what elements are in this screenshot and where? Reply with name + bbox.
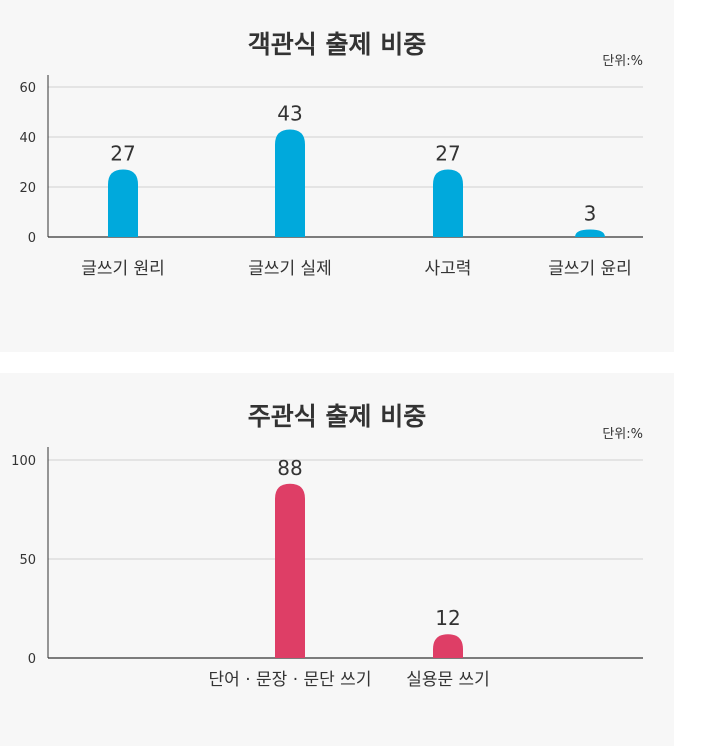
bar: [275, 129, 305, 237]
bar: [433, 169, 463, 237]
value-label: 27: [435, 142, 460, 166]
y-tick-label: 100: [11, 454, 36, 469]
bar: [275, 483, 305, 658]
objective-chart: 0 20 40 60 27 글쓰기 원리 43 글쓰기 실제 27 사고력 3 글쓰기 윤리: [19, 75, 643, 279]
y-tick-label: 60: [19, 81, 36, 96]
bar: [575, 229, 605, 237]
y-tick-label: 40: [19, 131, 36, 146]
bar: [433, 634, 463, 658]
chart-title-subjective: 주관식 출제 비중: [248, 402, 426, 431]
category-label: 글쓰기 원리: [81, 259, 165, 279]
unit-label-objective: 단위:%: [602, 54, 643, 69]
value-label: 3: [584, 202, 597, 226]
subjective-chart: 0 50 100 88 단어 · 문장 · 문단 쓰기 12 실용문 쓰기: [11, 447, 643, 690]
y-tick-label: 50: [19, 553, 36, 568]
category-label: 사고력: [425, 259, 472, 279]
bar: [108, 169, 138, 237]
category-label: 단어 · 문장 · 문단 쓰기: [209, 670, 372, 690]
value-label: 88: [277, 456, 302, 480]
category-label: 실용문 쓰기: [406, 670, 490, 690]
unit-label-subjective: 단위:%: [602, 427, 643, 442]
y-tick-label: 0: [28, 231, 36, 246]
category-label: 글쓰기 실제: [248, 259, 332, 279]
value-label: 43: [277, 102, 302, 126]
y-tick-label: 0: [28, 652, 36, 667]
value-label: 12: [435, 606, 460, 630]
chart-title-objective: 객관식 출제 비중: [248, 30, 426, 59]
value-label: 27: [110, 142, 135, 166]
y-tick-label: 20: [19, 181, 36, 196]
category-label: 글쓰기 윤리: [548, 259, 632, 279]
